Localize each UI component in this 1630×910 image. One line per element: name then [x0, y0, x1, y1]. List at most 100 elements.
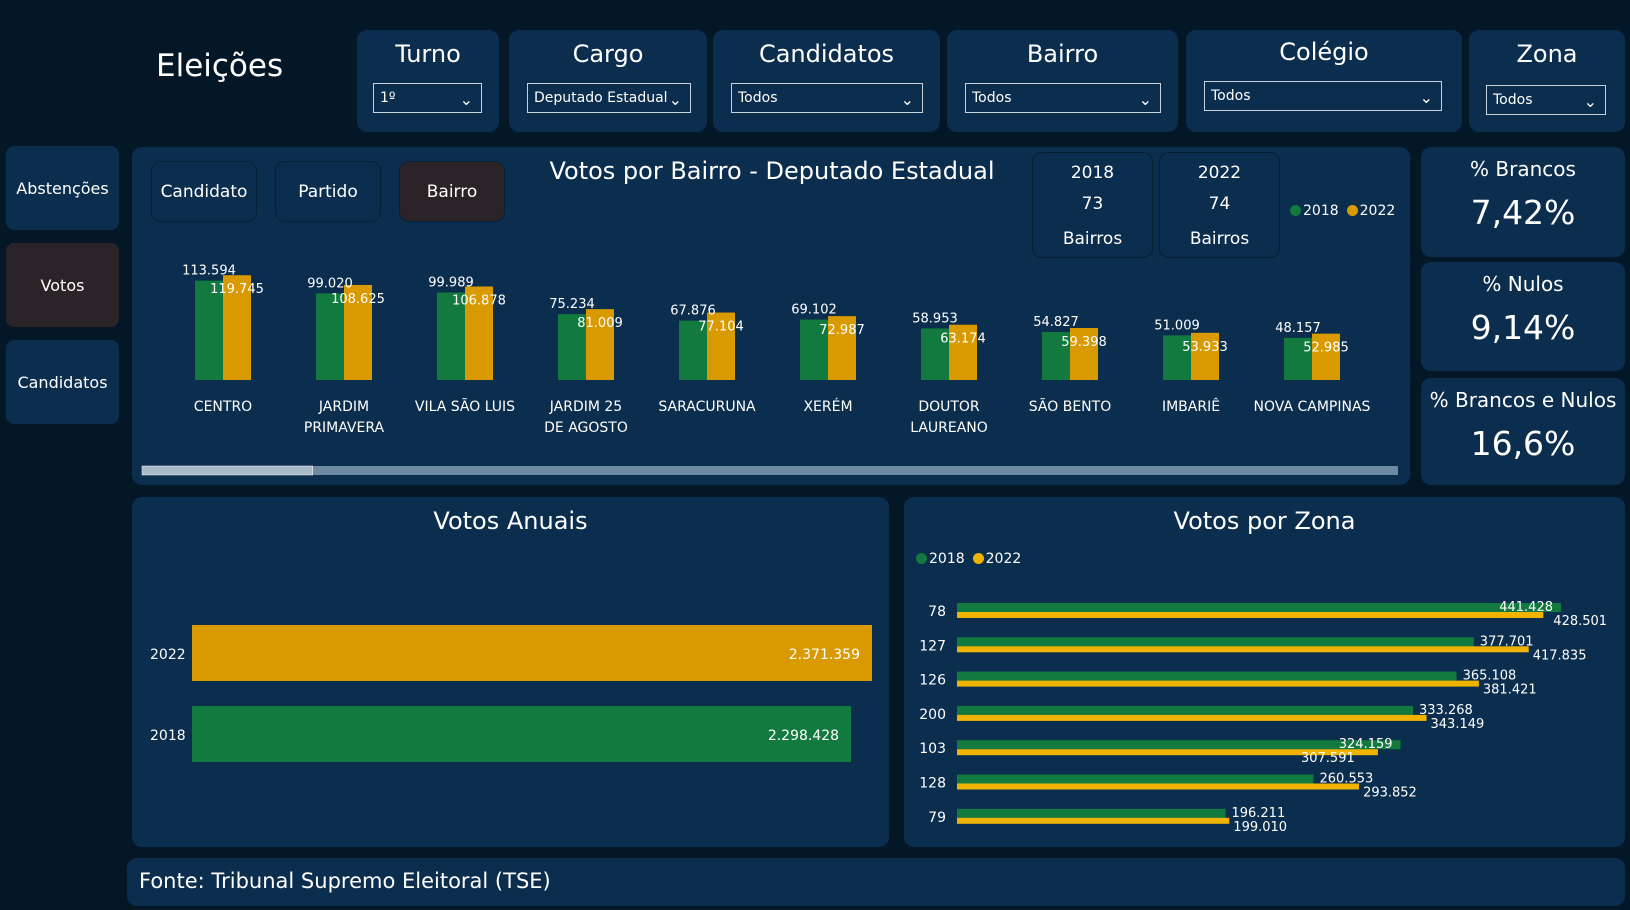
scrollbar-thumb[interactable] — [141, 465, 313, 476]
bar-2018[interactable] — [1163, 335, 1191, 380]
data-label-2022: 417.835 — [1533, 648, 1587, 663]
legend-item-2018[interactable]: 2018 — [916, 551, 965, 567]
scrollbar-track[interactable] — [142, 466, 1398, 475]
bar-2018[interactable] — [957, 740, 1401, 750]
bar-2022[interactable] — [707, 312, 735, 380]
bar-2018[interactable] — [800, 319, 828, 380]
bar-2022[interactable] — [957, 783, 1360, 790]
candidatos-dropdown[interactable]: Todos ⌄ — [731, 83, 923, 113]
dropdown-value: Todos — [1211, 88, 1251, 104]
bar-2022[interactable] — [949, 324, 977, 380]
legend-dot-icon — [916, 553, 927, 564]
bar-2018[interactable] — [1042, 332, 1070, 380]
colegio-dropdown[interactable]: Todos ⌄ — [1204, 81, 1442, 111]
nav-votos[interactable]: Votos — [6, 243, 119, 327]
bar-2018[interactable] — [1284, 337, 1312, 380]
card-2018: 2018 73 Bairros — [1032, 152, 1153, 258]
nav-label: Abstenções — [16, 178, 109, 198]
filter-label: Turno — [395, 40, 461, 68]
votos-zona-panel: Votos por Zona 2018 2022 78 441.428 428.50… — [904, 497, 1625, 847]
kpi-label: % Nulos — [1482, 272, 1564, 296]
legend-item-2018[interactable]: 2018 — [1290, 203, 1339, 219]
segment-candidato[interactable]: Candidato — [151, 161, 257, 222]
bar-2022[interactable] — [957, 612, 1544, 618]
category-label: SARACURUNA — [658, 399, 756, 415]
segment-partido[interactable]: Partido — [275, 161, 381, 222]
bar-2022[interactable] — [223, 275, 251, 380]
legend-item-2022[interactable]: 2022 — [972, 551, 1022, 567]
bar-2022[interactable] — [828, 316, 856, 380]
bar-2022[interactable] — [344, 284, 372, 380]
category-label: 103 — [919, 741, 946, 757]
filter-label: Colégio — [1279, 38, 1369, 66]
dropdown-value: Todos — [1493, 92, 1533, 108]
card-caption: Bairros — [1189, 229, 1250, 249]
bar-2022[interactable] — [957, 680, 1479, 687]
footer-panel: Fonte: Tribunal Supremo Eleitoral (TSE) — [127, 858, 1625, 906]
data-label-2018: 441.428 — [1499, 600, 1553, 615]
data-label-2018: 365.108 — [1463, 669, 1517, 684]
data-label-2022: 293.852 — [1363, 786, 1417, 801]
bar-2022[interactable] — [957, 646, 1529, 653]
category-label: VILA SÃO LUIS — [415, 398, 515, 415]
data-label-2022: 59.398 — [1061, 335, 1107, 350]
data-label-2022: 199.010 — [1233, 820, 1287, 835]
filter-candidatos: Candidatos Todos ⌄ — [713, 30, 940, 132]
category-label: 128 — [919, 776, 946, 792]
data-label-2022: 81.009 — [577, 316, 623, 331]
data-label-2018: 58.953 — [912, 311, 958, 326]
bar-2018[interactable] — [957, 808, 1226, 818]
card-count: 74 — [1208, 194, 1231, 214]
bar-2018[interactable] — [957, 637, 1474, 647]
legend-item-2022[interactable]: 2022 — [1346, 203, 1396, 219]
filter-label: Bairro — [1026, 40, 1099, 68]
category-label: NOVA CAMPINAS — [1254, 399, 1371, 415]
nav-abstencoes[interactable]: Abstenções — [6, 146, 119, 230]
bar-2018[interactable] — [921, 328, 949, 380]
bar-2022[interactable] — [192, 625, 872, 681]
bar-2022[interactable] — [1191, 332, 1219, 380]
bar-2022[interactable] — [957, 817, 1230, 824]
nav-candidatos[interactable]: Candidatos — [6, 340, 119, 424]
data-label-2018: 113.594 — [182, 264, 236, 279]
bar-2022[interactable] — [1070, 328, 1098, 380]
zona-dropdown[interactable]: Todos ⌄ — [1486, 85, 1606, 115]
category-label: JARDIM 25 DE AGOSTO — [544, 399, 628, 436]
data-label-2018: 99.989 — [428, 276, 474, 291]
category-label: 127 — [919, 638, 946, 654]
cargo-dropdown[interactable]: Deputado Estadual ⌄ — [527, 83, 691, 113]
bar-2018[interactable] — [437, 292, 465, 380]
kpi-value: 9,14% — [1470, 308, 1576, 347]
bar-2018[interactable] — [957, 774, 1314, 784]
bar-2018[interactable] — [957, 671, 1457, 681]
bar-2018[interactable] — [957, 603, 1561, 612]
legend-label: 2022 — [985, 551, 1022, 567]
data-label-2018: 377.701 — [1480, 634, 1534, 649]
bar-2018[interactable] — [679, 320, 707, 380]
legend-dot-icon — [1290, 205, 1301, 216]
data-label-2022: 53.933 — [1182, 340, 1228, 355]
turno-dropdown[interactable]: 1º ⌄ — [373, 83, 482, 113]
chevron-down-icon: ⌄ — [459, 90, 473, 109]
chevron-down-icon: ⌄ — [668, 90, 682, 109]
bar-2018[interactable] — [195, 280, 223, 380]
bar-2022[interactable] — [957, 714, 1427, 721]
category-label: 126 — [919, 673, 946, 689]
bar-2018[interactable] — [957, 705, 1414, 715]
bar-2018[interactable] — [316, 293, 344, 380]
bar-2022[interactable] — [586, 309, 614, 380]
data-label-2022: 108.625 — [331, 292, 385, 307]
card-caption: Bairros — [1062, 229, 1123, 249]
bar-2022[interactable] — [957, 749, 1378, 756]
segment-label: Partido — [298, 181, 358, 202]
bar-2022[interactable] — [1312, 333, 1340, 380]
bairro-dropdown[interactable]: Todos ⌄ — [965, 83, 1161, 113]
bar-2018[interactable] — [558, 314, 586, 380]
nav-label: Votos — [40, 275, 85, 295]
segment-bairro[interactable]: Bairro — [399, 161, 505, 222]
bar-2018[interactable] — [192, 706, 852, 762]
bar-2022[interactable] — [465, 286, 493, 380]
legend-label: 2022 — [1359, 203, 1396, 219]
